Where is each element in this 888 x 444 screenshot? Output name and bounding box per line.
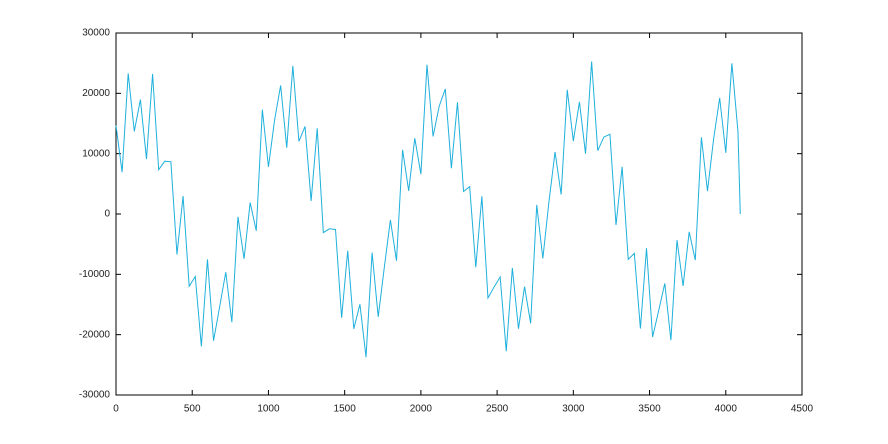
y-tick-label: -20000 xyxy=(79,329,111,340)
x-tick-label: 3000 xyxy=(562,404,585,415)
x-tick-label: 4000 xyxy=(715,404,738,415)
y-tick-label: 0 xyxy=(104,209,110,220)
x-tick-label: 3500 xyxy=(638,404,661,415)
y-tick-label: 30000 xyxy=(82,28,110,39)
x-tick-label: 2500 xyxy=(486,404,509,415)
x-tick-label: 4500 xyxy=(791,404,814,415)
y-tick-label: -10000 xyxy=(79,269,111,280)
x-tick-label: 1000 xyxy=(257,404,280,415)
x-tick-label: 500 xyxy=(184,404,201,415)
x-tick-label: 1500 xyxy=(334,404,357,415)
data-line xyxy=(115,61,741,358)
y-tick-label: 10000 xyxy=(82,148,110,159)
plot-frame xyxy=(115,32,803,396)
x-tick-label: 0 xyxy=(113,404,119,415)
y-tick-label: 20000 xyxy=(82,88,110,99)
y-tick-label: -30000 xyxy=(79,390,111,401)
x-tick-label: 2000 xyxy=(410,404,433,415)
